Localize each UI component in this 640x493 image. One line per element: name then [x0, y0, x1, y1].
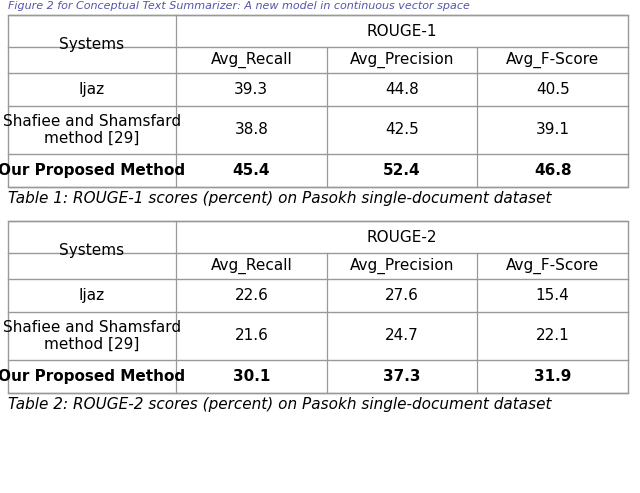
Text: Systems: Systems	[60, 36, 125, 51]
Text: ROUGE-1: ROUGE-1	[367, 24, 437, 38]
Bar	[8, 15, 628, 187]
Text: Avg_F-Score: Avg_F-Score	[506, 52, 599, 68]
Text: ROUGE-2: ROUGE-2	[367, 230, 437, 245]
Text: 21.6: 21.6	[234, 328, 268, 344]
Text: 37.3: 37.3	[383, 369, 420, 384]
Text: 22.1: 22.1	[536, 328, 570, 344]
Text: 15.4: 15.4	[536, 288, 570, 303]
Text: Avg_Recall: Avg_Recall	[211, 52, 292, 68]
Text: 39.1: 39.1	[536, 122, 570, 138]
Text: Our Proposed Method: Our Proposed Method	[0, 163, 186, 178]
Text: 39.3: 39.3	[234, 82, 268, 97]
Bar	[8, 221, 628, 393]
Text: Our Proposed Method: Our Proposed Method	[0, 369, 186, 384]
Text: 40.5: 40.5	[536, 82, 570, 97]
Text: Ijaz: Ijaz	[79, 82, 105, 97]
Text: Shafiee and Shamsfard
method [29]: Shafiee and Shamsfard method [29]	[3, 114, 181, 146]
Text: 22.6: 22.6	[234, 288, 268, 303]
Text: Shafiee and Shamsfard
method [29]: Shafiee and Shamsfard method [29]	[3, 320, 181, 352]
Text: 30.1: 30.1	[233, 369, 270, 384]
Text: 46.8: 46.8	[534, 163, 572, 178]
Text: Table 1: ROUGE-1 scores (percent) on Pasokh single-document dataset: Table 1: ROUGE-1 scores (percent) on Pas…	[8, 191, 552, 206]
Text: Figure 2 for Conceptual Text Summarizer: A new model in continuous vector space: Figure 2 for Conceptual Text Summarizer:…	[8, 1, 470, 11]
Text: 24.7: 24.7	[385, 328, 419, 344]
Text: Avg_Recall: Avg_Recall	[211, 258, 292, 274]
Text: Avg_Precision: Avg_Precision	[350, 258, 454, 274]
Text: 52.4: 52.4	[383, 163, 421, 178]
Text: Ijaz: Ijaz	[79, 288, 105, 303]
Text: Avg_Precision: Avg_Precision	[350, 52, 454, 68]
Text: Systems: Systems	[60, 243, 125, 257]
Text: 27.6: 27.6	[385, 288, 419, 303]
Text: 45.4: 45.4	[232, 163, 270, 178]
Text: Avg_F-Score: Avg_F-Score	[506, 258, 599, 274]
Text: Table 2: ROUGE-2 scores (percent) on Pasokh single-document dataset: Table 2: ROUGE-2 scores (percent) on Pas…	[8, 397, 552, 412]
Text: 42.5: 42.5	[385, 122, 419, 138]
Text: 38.8: 38.8	[234, 122, 268, 138]
Text: 31.9: 31.9	[534, 369, 572, 384]
Text: 44.8: 44.8	[385, 82, 419, 97]
